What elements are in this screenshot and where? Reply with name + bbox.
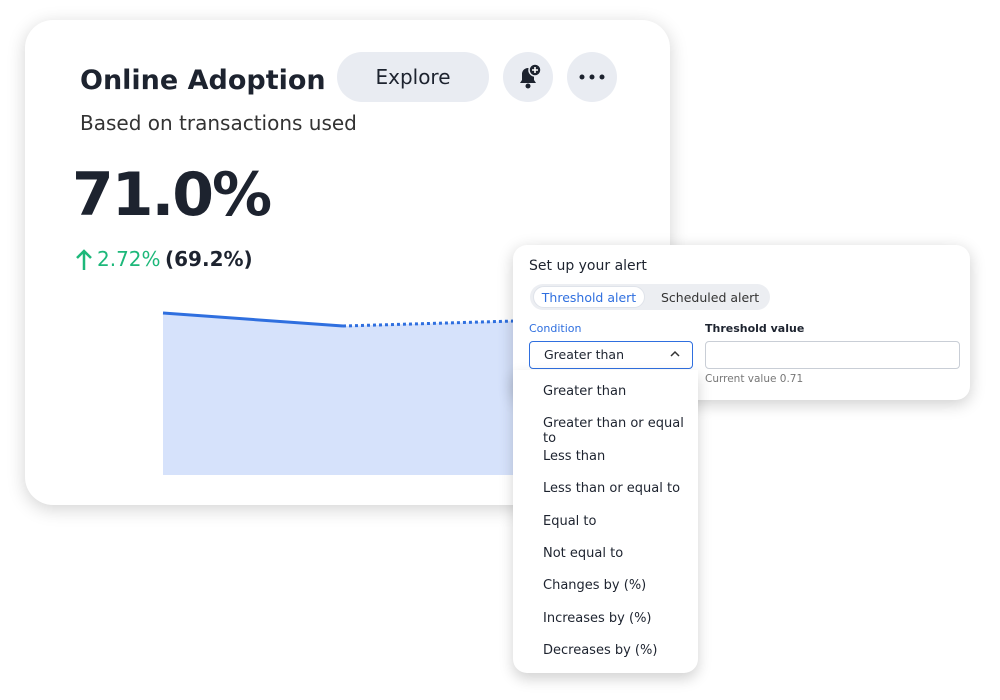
dropdown-option[interactable]: Less than (543, 448, 606, 464)
dropdown-option[interactable]: Not equal to (543, 546, 624, 561)
selected-condition: Greater than (544, 347, 625, 362)
condition-select[interactable] (529, 341, 693, 369)
card-subtitle: Based on transactions used (80, 111, 357, 135)
threshold-label: Threshold value (705, 322, 805, 335)
sparkline (162, 311, 516, 475)
alert-title: Set up your alert (529, 258, 647, 274)
change: 2.72% (97, 247, 161, 271)
tab-active[interactable]: Threshold alert (533, 286, 645, 308)
dropdown-option[interactable]: Greater than or equal to (543, 416, 684, 447)
kpi-value: 71.0% (72, 160, 272, 230)
chevron (670, 350, 680, 357)
dropdown-option[interactable]: Less than or equal to (543, 481, 681, 497)
alert-button[interactable] (503, 52, 553, 102)
current-value: Current value 0.71 (705, 373, 804, 385)
dropdown-option[interactable]: Equal to (543, 513, 597, 529)
more-button[interactable] (567, 52, 617, 102)
up-arrow (76, 249, 92, 270)
explore-button[interactable]: Explore (337, 52, 489, 102)
dropdown-option[interactable]: Decreases by (%) (543, 643, 658, 659)
dropdown-option[interactable]: Greater than (543, 384, 627, 399)
dropdown-option[interactable]: Increases by (%) (543, 610, 652, 626)
tab[interactable]: Scheduled alert (661, 290, 760, 305)
condition-label: Condition (529, 322, 582, 335)
condition-dropdown: Greater than Greater than or equal to Less… (513, 370, 698, 673)
card-title: Online Adoption (80, 65, 326, 96)
comparison: (69.2%) (165, 247, 253, 271)
dropdown-option[interactable]: Changes by (%) (543, 578, 647, 594)
threshold-input[interactable] (705, 341, 960, 369)
